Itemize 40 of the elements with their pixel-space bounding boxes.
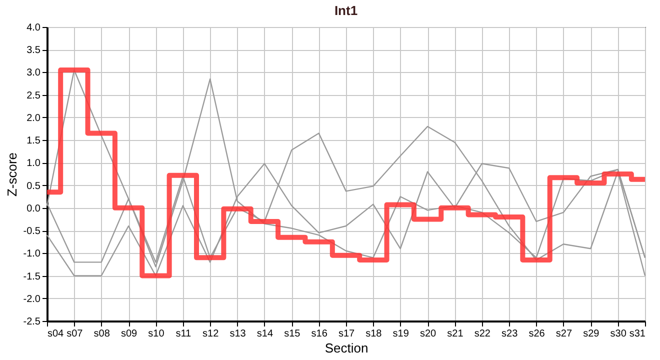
- chart-title: Int1: [334, 3, 358, 18]
- x-tick-label: s17: [338, 328, 355, 340]
- y-axis-title: Z-score: [4, 152, 20, 197]
- y-tick-label: 2.0: [26, 112, 41, 124]
- y-tick-label: -2.0: [23, 294, 41, 305]
- x-tick-label: s31: [629, 328, 646, 340]
- x-tick-label: s22: [474, 328, 491, 340]
- x-axis-title: Section: [324, 340, 368, 356]
- x-tick-label: s08: [94, 328, 110, 340]
- x-tick-label: s12: [202, 328, 220, 340]
- y-tick-label: -1.5: [23, 271, 41, 282]
- x-tick-label: s20: [420, 328, 437, 340]
- y-tick-label: -1.0: [23, 248, 41, 260]
- x-tick-label: s18: [366, 328, 382, 340]
- y-tick-label: 2.5: [26, 90, 41, 102]
- x-tick-label: s19: [392, 328, 410, 340]
- y-tick-label: 0.0: [26, 203, 41, 214]
- x-tick-label: s10: [148, 328, 165, 340]
- y-tick-label: 1.5: [26, 136, 41, 147]
- y-tick-label: 4.0: [26, 22, 41, 34]
- x-tick-label: s16: [311, 328, 328, 340]
- x-tick-label: s30: [610, 328, 627, 340]
- x-tick-label: s26: [528, 328, 546, 340]
- y-tick-label: 1.0: [26, 158, 41, 170]
- x-tick-label: s23: [502, 328, 518, 340]
- x-tick-label: s21: [447, 328, 464, 340]
- x-tick-label: s07: [66, 328, 84, 340]
- x-tick-label: s09: [120, 328, 138, 340]
- y-tick-label: -0.5: [23, 226, 41, 238]
- y-tick-label: 0.5: [26, 180, 41, 192]
- y-tick-label: -2.5: [23, 316, 41, 328]
- x-tick-label: s04: [48, 328, 64, 340]
- y-tick-label: 3.0: [26, 68, 41, 79]
- x-tick-label: s13: [230, 328, 246, 340]
- x-tick-label: s29: [583, 328, 600, 340]
- x-tick-label: s11: [176, 328, 192, 340]
- x-tick-label: s15: [284, 328, 301, 340]
- x-tick-label: s14: [256, 328, 274, 340]
- x-tick-label: s27: [556, 328, 572, 340]
- y-tick-label: 3.5: [26, 45, 41, 56]
